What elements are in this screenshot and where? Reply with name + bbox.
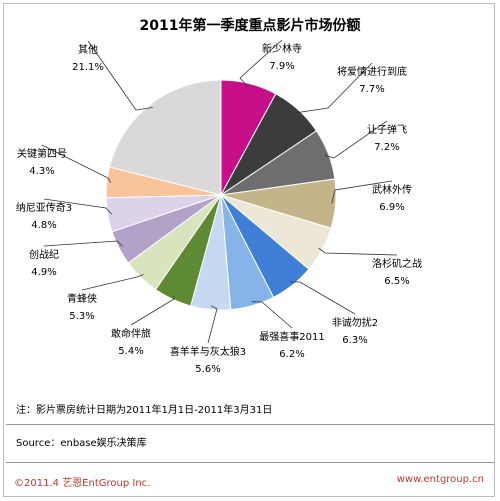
leader-line (324, 120, 388, 159)
divider (6, 424, 494, 425)
slice-name-label: 非诚勿扰2 (332, 316, 378, 329)
leader-line (43, 198, 112, 215)
chart-title: 2011年第一季度重点影片市场份额 (140, 17, 361, 34)
slice-name-label: 创战纪 (29, 248, 59, 261)
slice-name-label: 敢命伴旅 (111, 327, 151, 340)
slice-name-label: 关键第四号 (17, 147, 67, 160)
slice-percent-label: 7.9% (269, 61, 294, 72)
website-link[interactable]: www.entgroup.cn (396, 474, 484, 485)
slice-percent-label: 21.1% (72, 62, 104, 73)
slice-name-label: 将爱情进行到底 (337, 65, 407, 78)
slice-percent-label: 4.8% (31, 220, 56, 231)
leader-lines (41, 39, 398, 344)
slice-name-label: 其他 (78, 43, 98, 56)
slice-name-label: 青蜂侠 (67, 292, 97, 305)
leader-line (43, 240, 123, 247)
slice-percent-label: 7.2% (374, 142, 399, 153)
slice-percent-label: 4.9% (31, 267, 56, 278)
slice-name-label: 武林外传 (372, 183, 412, 196)
leader-line (87, 40, 153, 111)
divider (6, 462, 494, 463)
slice-percent-label: 6.5% (384, 276, 409, 287)
slice-percent-label: 6.9% (379, 202, 404, 213)
leader-line (290, 281, 356, 315)
leader-line (207, 305, 218, 344)
leader-line (331, 180, 393, 204)
leader-line (295, 62, 373, 114)
leader-line (41, 144, 112, 183)
slice-name-label: 新少林寺 (262, 42, 302, 55)
leader-line (239, 39, 283, 88)
leader-line (81, 274, 144, 291)
source-text: Source：enbase娱乐决策库 (16, 438, 147, 449)
pie-chart: 2011年第一季度重点影片市场份额 新少林寺 7.9% 将爱情进行到底 7.7% 让子弹… (16, 17, 422, 375)
slice-name-label: 喜羊羊与灰太狼3 (170, 345, 246, 358)
footnote: 注：影片票房统计日期为2011年1月1日-2011年3月31日 (16, 405, 273, 416)
slice-name-label: 纳尼亚传奇3 (16, 201, 72, 214)
pie-slice (108, 79, 222, 196)
slice-percent-label: 5.3% (69, 311, 94, 322)
leader-line (251, 301, 293, 329)
pie-slices (105, 79, 337, 311)
slice-labels: 新少林寺 7.9% 将爱情进行到底 7.7% 让子弹飞 7.2% 武林外传 6.9% 洛杉矶之战… (16, 42, 422, 375)
slice-name-label: 让子弹飞 (367, 123, 407, 136)
slice-percent-label: 6.3% (342, 335, 367, 346)
slice-name-label: 洛杉矶之战 (372, 257, 422, 270)
slice-percent-label: 7.7% (359, 84, 384, 95)
chart-frame (3, 3, 495, 497)
slice-percent-label: 5.4% (118, 346, 143, 357)
slice-percent-label: 4.3% (29, 166, 54, 177)
slice-name-label: 最强喜事2011 (259, 330, 324, 343)
slice-percent-label: 6.2% (279, 349, 304, 360)
slice-percent-label: 5.6% (195, 364, 220, 375)
leader-line (130, 295, 175, 326)
copyright: ©2011.4 艺恩EntGroup Inc. (14, 478, 151, 489)
leader-line (318, 247, 398, 256)
